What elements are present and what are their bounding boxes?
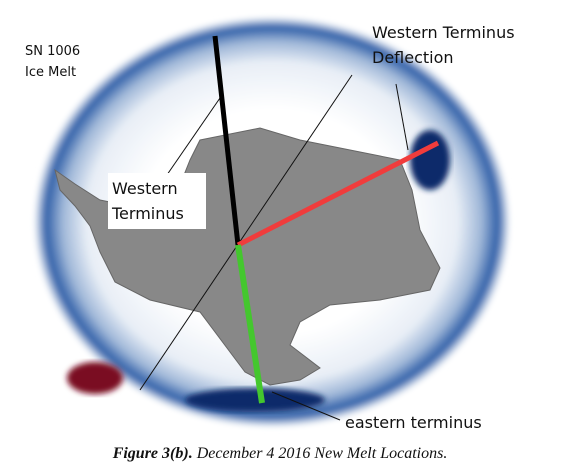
label: Deflection [372,48,454,67]
label: Terminus [111,204,184,223]
melt-patch [410,130,450,190]
red-line [236,140,440,248]
black-line [212,35,241,246]
label: Ice Melt [25,65,76,80]
caption-label: Figure 3(b). [112,445,193,462]
map [34,17,510,427]
label: Western Terminus [372,23,515,42]
melt-patch [67,362,123,394]
leader-line [395,83,409,151]
label: Western [112,179,178,198]
green-line [235,244,265,404]
caption: Figure 3(b). December 4 2016 New Melt Lo… [112,445,448,462]
label-box [108,173,206,229]
leader-line [271,391,341,421]
melt-patch [185,388,325,412]
label: SN 1006 [25,44,80,59]
label: eastern terminus [345,413,482,432]
caption-text: December 4 2016 New Melt Locations. [196,445,448,462]
leader-line [139,74,353,391]
leader-line [159,97,221,186]
